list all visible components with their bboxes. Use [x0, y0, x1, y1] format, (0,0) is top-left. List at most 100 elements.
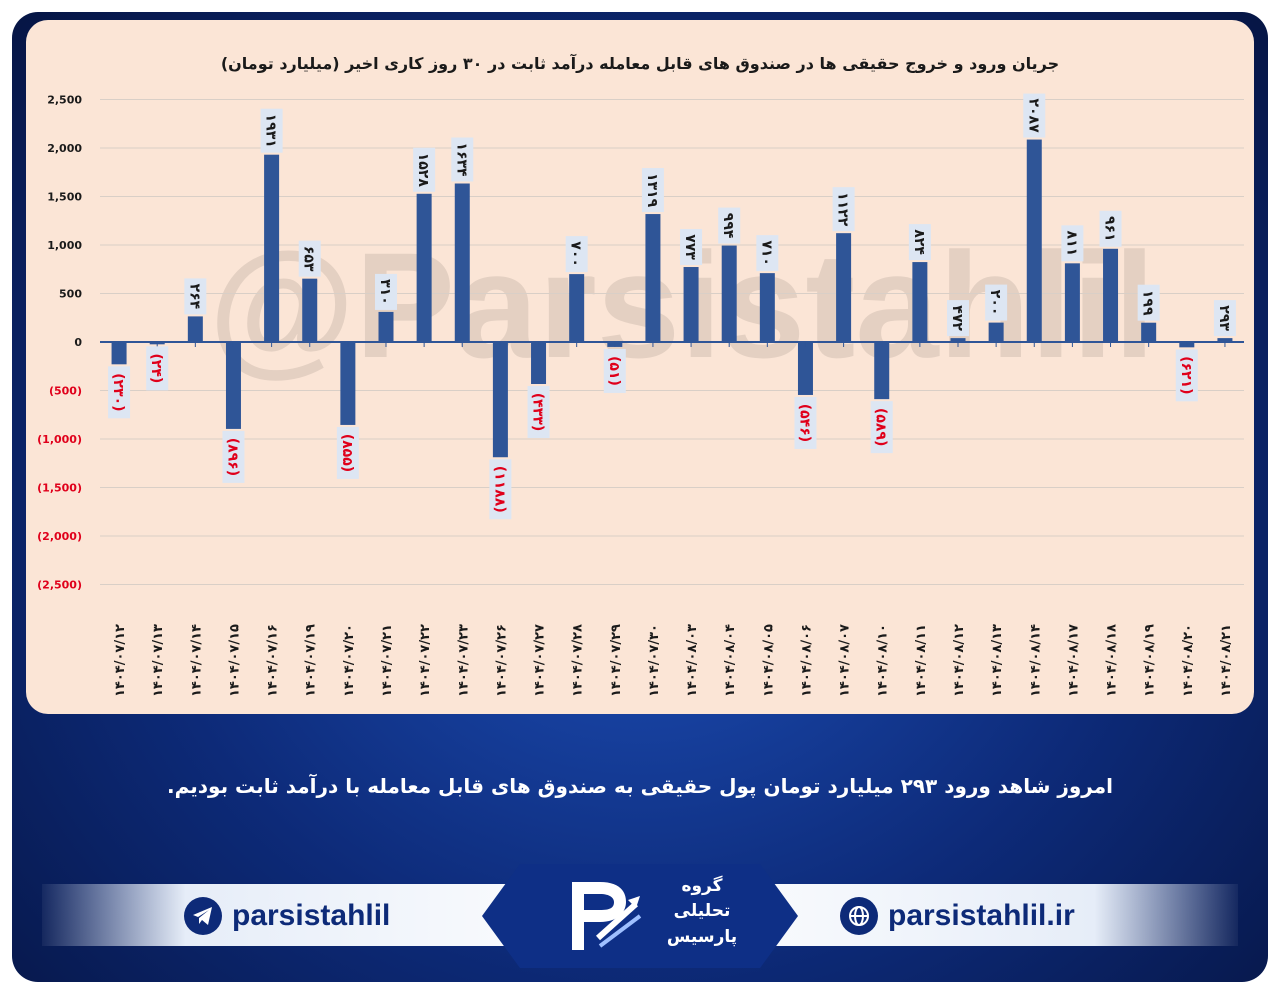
data-label: ۲۰۸۷ — [1023, 93, 1046, 138]
data-label-text: (۴۳۳) — [530, 393, 546, 431]
data-label-text: (۶۲۱) — [1178, 356, 1194, 394]
data-label-box — [184, 278, 207, 315]
x-tick-label: ۱۴۰۴/۰۷/۲۹ — [609, 624, 624, 697]
data-label-text: ۳۱۰ — [377, 279, 393, 305]
y-tick-label: (2,000) — [37, 530, 82, 543]
y-tick-label: 500 — [59, 288, 82, 301]
bar — [950, 338, 966, 342]
y-tick-label: (1,500) — [37, 482, 82, 495]
data-label: ۲۶۴ — [184, 278, 207, 315]
parsis-logo-icon — [572, 882, 642, 950]
bar — [340, 342, 356, 425]
data-label-box — [908, 224, 931, 261]
y-tick-label: 0 — [74, 336, 82, 349]
data-label: ۷۱۰ — [756, 235, 779, 272]
telegram-link[interactable]: parsistahlil — [184, 896, 390, 936]
bar — [225, 342, 241, 429]
data-label-box — [451, 137, 474, 182]
data-label-box — [718, 207, 741, 244]
data-label: (۵۱) — [603, 348, 626, 393]
y-tick-label: (1,000) — [37, 433, 82, 446]
bar — [988, 322, 1004, 342]
data-label-box — [680, 229, 703, 266]
data-label-box — [794, 396, 817, 449]
bar — [912, 262, 928, 342]
x-tick-label: ۱۴۰۴/۰۸/۱۰ — [876, 624, 891, 697]
x-tick-label: ۱۴۰۴/۰۷/۱۶ — [266, 624, 281, 697]
bar — [531, 342, 547, 385]
data-label-box — [756, 235, 779, 272]
x-tick-label: ۱۴۰۴/۰۷/۲۸ — [571, 624, 586, 697]
x-tick-label: ۱۴۰۴/۰۸/۰۵ — [761, 624, 776, 697]
bar — [1064, 263, 1080, 342]
telegram-icon — [184, 897, 222, 935]
data-label: (۸۵۵) — [336, 426, 359, 479]
data-label-text: (۸۹۶) — [224, 438, 240, 476]
bar — [1103, 248, 1119, 342]
data-label-box — [489, 459, 512, 520]
x-tick-label: ۱۴۰۴/۰۸/۱۱ — [914, 624, 929, 697]
data-label-box — [336, 426, 359, 479]
bar — [454, 183, 470, 342]
data-label: (۵۴۶) — [794, 396, 817, 449]
x-tick-label: ۱۴۰۴/۰۷/۲۷ — [533, 624, 548, 697]
data-label: ۴۷۲ — [947, 300, 969, 337]
data-label-text: ۷۰۰ — [568, 241, 584, 267]
bar — [378, 311, 394, 342]
globe-icon — [840, 897, 878, 935]
data-label: ۱۶۳۴ — [451, 137, 474, 182]
data-label-box — [1175, 349, 1198, 402]
x-tick-label: ۱۴۰۴/۰۸/۲۱ — [1219, 624, 1234, 697]
data-label-text: (۱۱۸۸) — [491, 466, 507, 513]
x-tick-label: ۱۴۰۴/۰۷/۲۶ — [494, 624, 509, 697]
data-label: ۹۶۱ — [1099, 210, 1122, 247]
data-label-box — [870, 401, 893, 454]
website-link[interactable]: parsistahlil.ir — [840, 896, 1075, 936]
logo-line-3: پارسیس — [666, 927, 738, 947]
x-tick-label: ۱۴۰۴/۰۸/۲۰ — [1181, 624, 1196, 697]
data-label-text: ۷۱۰ — [758, 240, 774, 266]
data-label: ۷۷۳ — [680, 229, 703, 266]
data-label-text: (۲۳۰) — [110, 373, 126, 411]
data-label: ۲۰۰ — [985, 284, 1008, 321]
data-label: ۸۲۴ — [908, 224, 931, 261]
x-tick-label: ۱۴۰۴/۰۸/۱۹ — [1143, 624, 1158, 697]
x-tick-label: ۱۴۰۴/۰۷/۲۰ — [342, 624, 357, 697]
bar-chart: 2,500 2,000 1,500 1,000 500 0 (500) (1,000) (1,5… — [37, 93, 1244, 697]
data-label-box — [260, 108, 283, 153]
bar — [683, 267, 699, 342]
bar — [187, 316, 203, 342]
x-tick-label: ۱۴۰۴/۰۸/۱۴ — [1028, 624, 1043, 697]
x-tick-label: ۱۴۰۴/۰۸/۰۴ — [723, 624, 738, 697]
logo-line-2: تحلیلی — [673, 901, 731, 921]
bar — [836, 233, 852, 342]
data-label-text: ۸۱۱ — [1063, 231, 1079, 257]
data-label: ۱۹۹ — [1137, 284, 1160, 321]
bar — [1217, 338, 1233, 342]
data-label-text: ۷۷۳ — [682, 234, 698, 260]
bar — [1141, 322, 1157, 342]
data-label-box — [1137, 284, 1160, 321]
y-tick-label: 1,500 — [47, 191, 82, 204]
data-label-text: ۱۶۳۴ — [453, 142, 469, 177]
y-tick-label: 2,500 — [47, 94, 82, 107]
data-label-box — [1099, 210, 1122, 247]
data-label-text: (۵۴۶) — [796, 404, 812, 442]
bar — [645, 214, 661, 342]
data-label-text: ۱۹۳۱ — [263, 114, 279, 148]
bar — [416, 193, 432, 342]
data-label-text: (۲۴) — [148, 353, 164, 383]
chart-title: جریان ورود و خروج حقیقی ها در صندوق های … — [220, 54, 1060, 73]
data-label: (۲۴) — [146, 346, 169, 391]
y-tick-label: (500) — [49, 385, 82, 398]
data-label: ۱۳۱۹ — [641, 168, 664, 213]
data-label-box — [413, 147, 436, 192]
data-label-text: ۶۵۳ — [301, 246, 317, 272]
data-label-text: (۵۸۹) — [873, 408, 889, 446]
x-tick-label: ۱۴۰۴/۰۸/۱۳ — [990, 624, 1005, 697]
data-label-text: ۹۶۱ — [1102, 216, 1118, 242]
data-label: ۲۹۳ — [1213, 300, 1236, 337]
x-tick-label: ۱۴۰۴/۰۷/۳۰ — [647, 624, 662, 697]
data-label: (۶۲۱) — [1175, 349, 1198, 402]
data-label: ۱۵۲۸ — [413, 147, 436, 192]
